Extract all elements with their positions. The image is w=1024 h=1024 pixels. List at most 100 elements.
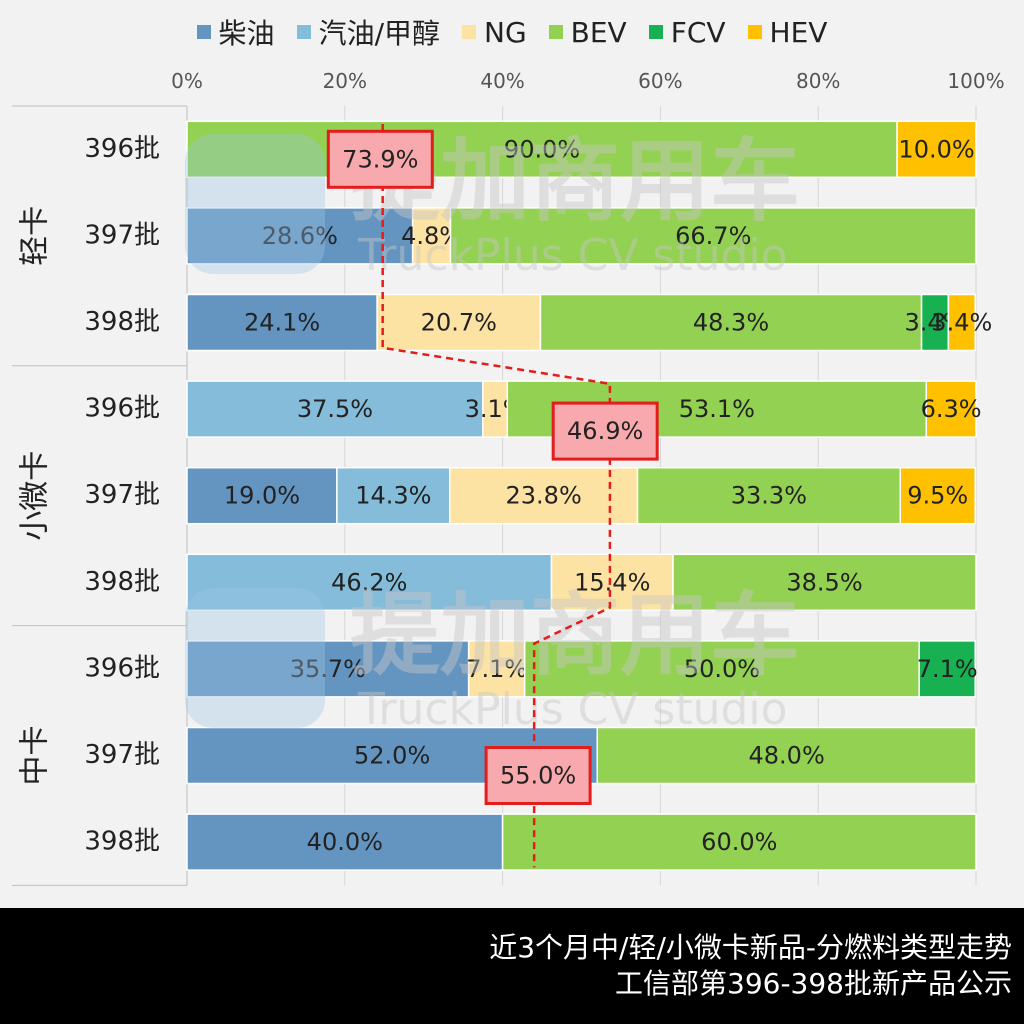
bar-segment xyxy=(186,553,553,612)
watermark-text: 提加商用车 xyxy=(350,583,800,688)
data-label: 28.6% xyxy=(262,222,338,250)
data-label: 7.1% xyxy=(917,655,978,683)
callout-label: 55.0% xyxy=(500,762,576,790)
x-tick-label: 60% xyxy=(638,69,682,93)
legend-swatch xyxy=(648,25,663,39)
data-label: 14.3% xyxy=(355,482,431,510)
bar-segment xyxy=(896,120,977,179)
callout-box xyxy=(551,401,659,461)
group-label: 轻卡 xyxy=(18,206,53,266)
bar-segment xyxy=(186,207,414,265)
data-label: 15.4% xyxy=(574,568,650,596)
data-label: 19.0% xyxy=(224,482,300,510)
bar-segment xyxy=(186,813,504,871)
data-label: 23.8% xyxy=(506,482,582,510)
bar-segment xyxy=(411,207,452,265)
legend-label: BEV xyxy=(570,15,627,49)
x-tick-label: 80% xyxy=(796,69,840,93)
bar-segment xyxy=(539,293,923,352)
bar-segment xyxy=(186,640,470,698)
bar-segment xyxy=(448,466,639,525)
row-label: 398批 xyxy=(84,307,160,337)
legend-item: 汽油/甲醇 xyxy=(296,12,440,52)
row-label: 396批 xyxy=(84,394,160,424)
callout-box xyxy=(326,129,434,189)
data-label: 7.1% xyxy=(466,655,527,683)
bar-segment xyxy=(336,466,451,525)
watermark-logo xyxy=(185,588,325,728)
bar-segment xyxy=(482,380,509,438)
data-label: 37.5% xyxy=(297,395,373,423)
row-label: 397批 xyxy=(84,480,160,510)
data-label: 10.0% xyxy=(898,135,974,163)
callout-label: 46.9% xyxy=(567,417,643,445)
watermark-text: TruckPlus CV studio xyxy=(357,230,788,281)
legend-label: 柴油 xyxy=(218,17,275,50)
bar-segment xyxy=(449,207,977,265)
row-label: 398批 xyxy=(84,827,160,857)
legend-item: NG xyxy=(462,16,527,49)
data-label: 6.3% xyxy=(921,395,982,423)
row-label: 398批 xyxy=(84,567,160,597)
x-tick-label: 20% xyxy=(323,69,367,93)
row-label: 396批 xyxy=(84,134,160,164)
legend-swatch xyxy=(462,25,476,39)
bar-segment xyxy=(501,813,977,871)
data-label: 20.7% xyxy=(421,309,497,337)
data-label: 24.1% xyxy=(244,309,320,337)
legend-item: 柴油 xyxy=(196,12,275,52)
callout-label: 73.9% xyxy=(342,145,418,173)
data-label: 46.2% xyxy=(331,568,407,596)
data-label: 33.3% xyxy=(731,482,807,510)
data-label: 48.0% xyxy=(749,742,825,770)
data-label: 53.1% xyxy=(679,395,755,423)
data-label: 50.0% xyxy=(684,655,760,683)
footer-subtitle: 工信部第396-398批新产品公示 xyxy=(615,967,1012,1000)
legend-item: HEV xyxy=(747,15,828,49)
data-label: 52.0% xyxy=(354,742,430,770)
legend-item: FCV xyxy=(648,15,726,49)
bar-segment xyxy=(918,640,976,698)
legend-label: FCV xyxy=(670,15,726,49)
group-label: 小微卡 xyxy=(18,451,53,541)
bar-segment xyxy=(186,293,378,352)
group-label: 中卡 xyxy=(18,726,53,786)
data-label: 40.0% xyxy=(307,828,383,856)
bar-segment xyxy=(550,553,674,612)
row-label: 396批 xyxy=(84,653,160,683)
bar-segment xyxy=(376,293,542,352)
x-tick-label: 0% xyxy=(171,69,203,93)
legend-swatch xyxy=(747,25,762,39)
data-label: 9.5% xyxy=(907,482,968,510)
legend-item: BEV xyxy=(548,15,627,49)
bar-segment xyxy=(925,380,977,438)
legend-label: NG xyxy=(484,15,527,49)
row-label: 397批 xyxy=(84,740,160,770)
legend: 柴油 汽油/甲醇 NG BEV FCV HEV xyxy=(0,12,1024,52)
callout-box xyxy=(484,746,592,805)
data-label: 35.7% xyxy=(290,655,366,683)
legend-swatch xyxy=(296,25,311,39)
bar-segment xyxy=(186,466,338,525)
bar-segment xyxy=(947,293,976,352)
x-tick-label: 40% xyxy=(480,69,524,93)
bar-segment xyxy=(186,380,484,438)
chart-plot: 0% 20% 40% 60% 80% 100% 轻卡 396批 90.0% 10.0% 397批 28… xyxy=(12,69,1005,886)
bar-segment xyxy=(636,466,902,525)
data-label: 90.0% xyxy=(504,135,580,163)
legend-swatch xyxy=(548,25,563,39)
bar-segment xyxy=(672,553,977,612)
legend-swatch xyxy=(196,25,211,39)
data-label: 38.5% xyxy=(786,568,862,596)
data-label: 66.7% xyxy=(675,222,751,250)
footer-title: 近3个月中/轻/小微卡新品-分燃料类型走势 xyxy=(489,931,1012,964)
bar-segment xyxy=(467,640,526,698)
legend-label: 汽油/甲醇 xyxy=(318,17,440,50)
data-label: 60.0% xyxy=(701,828,777,856)
watermark-logo xyxy=(185,134,325,274)
bar-segment xyxy=(899,466,976,525)
legend-label: HEV xyxy=(769,15,828,49)
x-tick-label: 100% xyxy=(947,69,1004,93)
bar-segment xyxy=(523,640,920,698)
